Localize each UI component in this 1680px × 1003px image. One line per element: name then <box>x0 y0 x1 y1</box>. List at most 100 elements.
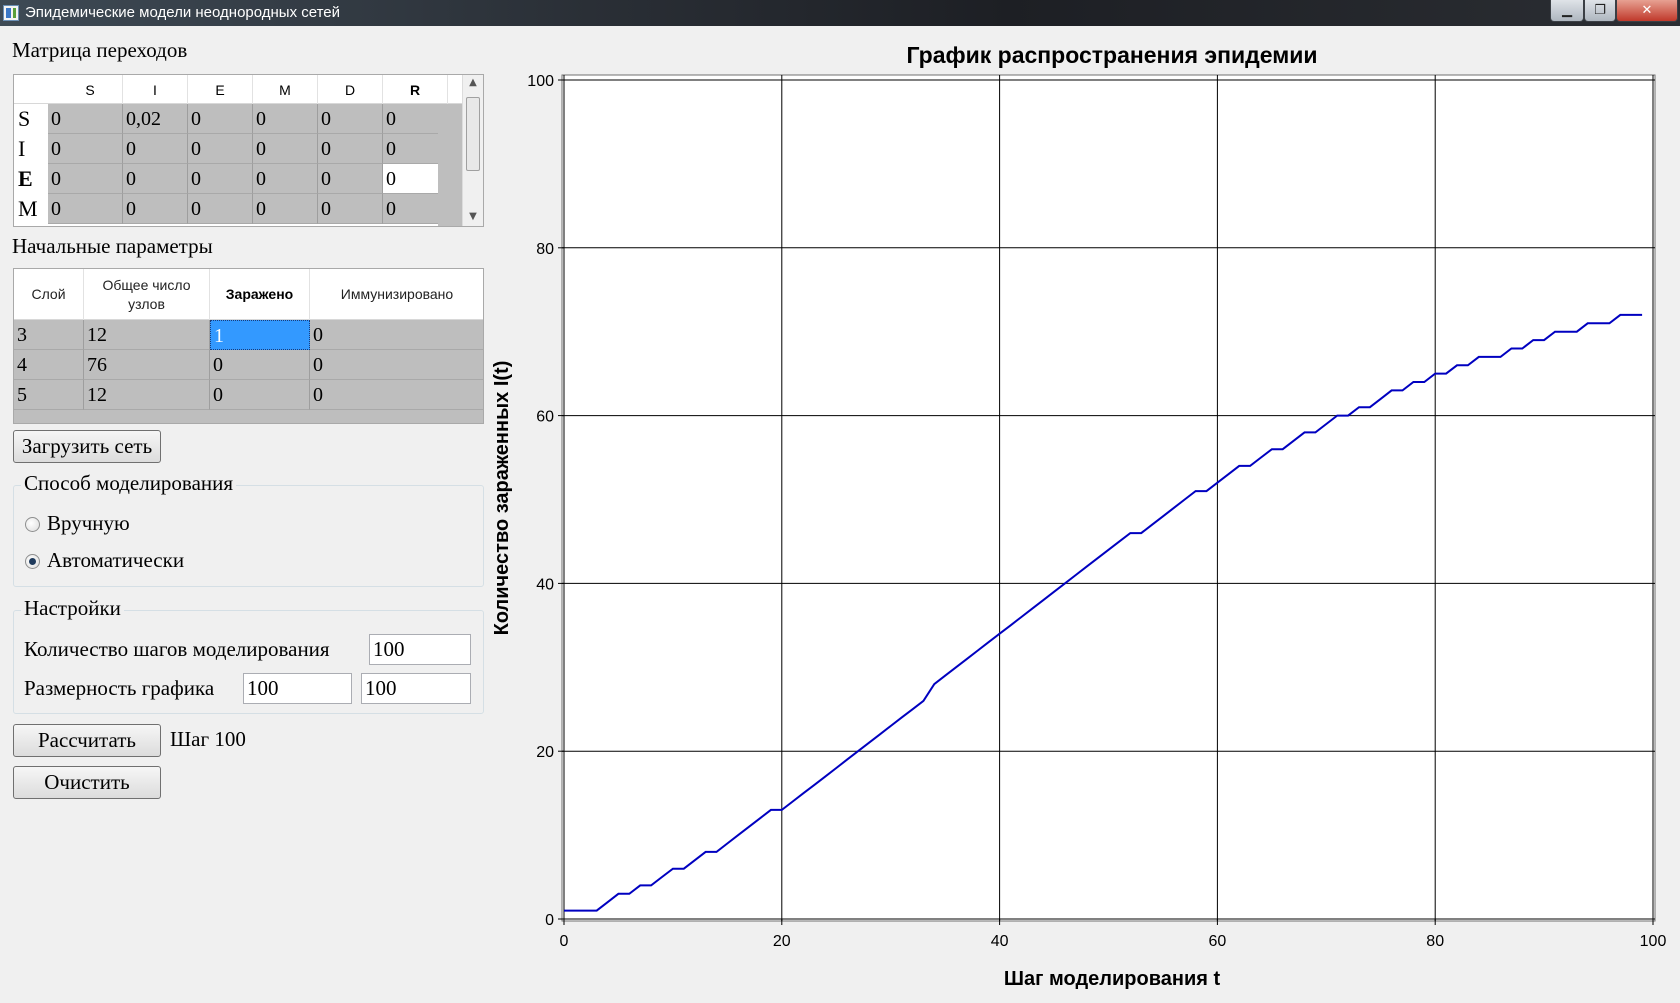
matrix-cell[interactable]: 0 <box>123 134 188 164</box>
params-cell[interactable]: 76 <box>84 350 210 380</box>
chart-title: График распространения эпидемии <box>906 42 1317 68</box>
calculate-button[interactable]: Рассчитать <box>13 724 161 757</box>
matrix-cell[interactable]: 0 <box>253 104 318 134</box>
matrix-scrollbar[interactable]: ▲ ▼ <box>462 75 483 226</box>
params-empty-area <box>14 410 483 423</box>
params-row: 5 12 0 0 <box>14 380 483 410</box>
matrix-row: M 0 0 0 0 0 0 <box>14 194 464 224</box>
manual-radio-label[interactable]: Вручную <box>47 511 130 535</box>
matrix-col-header[interactable]: I <box>123 75 188 104</box>
params-cell[interactable]: 0 <box>310 320 483 350</box>
matrix-col-header[interactable]: S <box>58 75 123 104</box>
minimize-button[interactable]: ▁ <box>1550 0 1584 22</box>
matrix-cell[interactable]: 0 <box>383 194 448 224</box>
matrix-cell[interactable]: 0 <box>318 194 383 224</box>
auto-radio-label[interactable]: Автоматически <box>47 548 185 572</box>
params-cell[interactable]: 0 <box>210 350 310 380</box>
auto-radio[interactable] <box>25 554 40 569</box>
matrix-cell[interactable]: 0 <box>253 164 318 194</box>
matrix-col-header[interactable]: E <box>188 75 253 104</box>
matrix-cell[interactable]: 0 <box>318 104 383 134</box>
params-cell[interactable]: 12 <box>84 320 210 350</box>
load-network-button[interactable]: Загрузить сеть <box>13 430 161 463</box>
initial-params-grid[interactable]: Слой Общее число узлов Заражено Иммунизи… <box>13 268 484 424</box>
x-tick-label: 20 <box>773 933 791 950</box>
close-button[interactable]: ✕ <box>1616 0 1678 22</box>
matrix-row-header[interactable]: M <box>14 194 48 224</box>
y-tick-label: 20 <box>536 744 554 761</box>
mode-groupbox <box>13 485 484 587</box>
window-title: Эпидемические модели неоднородных сетей <box>25 4 341 21</box>
x-tick-label: 80 <box>1426 933 1444 950</box>
chart-size-x-input[interactable]: 100 <box>243 673 352 704</box>
params-cell[interactable]: 3 <box>14 320 84 350</box>
params-col-header[interactable]: Слой <box>14 269 84 320</box>
matrix-col-header[interactable]: R <box>383 75 448 104</box>
matrix-cell[interactable]: 0 <box>318 164 383 194</box>
matrix-header-row: S I E M D R <box>14 75 464 104</box>
y-tick-label: 60 <box>536 409 554 426</box>
x-tick-label: 100 <box>1640 933 1667 950</box>
mode-label: Способ моделирования <box>21 471 237 496</box>
params-header-row: Слой Общее число узлов Заражено Иммунизи… <box>14 269 483 320</box>
matrix-cell[interactable]: 0 <box>253 134 318 164</box>
matrix-cell[interactable]: 0 <box>188 104 253 134</box>
scroll-up-icon[interactable]: ▲ <box>469 77 477 88</box>
y-tick-label: 100 <box>527 73 554 90</box>
matrix-col-header[interactable]: M <box>253 75 318 104</box>
steps-input[interactable]: 100 <box>369 634 471 665</box>
infected-series-line <box>564 313 1643 912</box>
matrix-row: E 0 0 0 0 0 0 <box>14 164 464 194</box>
matrix-row: S 0 0,02 0 0 0 0 <box>14 104 464 134</box>
params-col-header[interactable]: Иммунизировано <box>310 269 483 320</box>
matrix-row-header[interactable]: S <box>14 104 48 134</box>
params-cell[interactable]: 0 <box>310 380 483 410</box>
y-tick-label: 40 <box>536 576 554 593</box>
matrix-row-header[interactable]: E <box>14 164 48 194</box>
matrix-cell[interactable]: 0 <box>48 164 123 194</box>
maximize-button[interactable]: ❐ <box>1584 0 1616 22</box>
params-cell-selected[interactable]: 1 <box>210 320 310 350</box>
matrix-cell[interactable]: 0 <box>123 164 188 194</box>
params-col-header[interactable]: Общее число узлов <box>84 269 210 320</box>
matrix-empty-area <box>438 104 465 226</box>
params-label: Начальные параметры <box>12 234 213 258</box>
matrix-cell[interactable]: 0 <box>318 134 383 164</box>
params-cell[interactable]: 5 <box>14 380 84 410</box>
transition-matrix-grid[interactable]: S I E M D R S 0 0,02 0 0 0 0 I 0 0 0 0 0… <box>13 74 484 227</box>
scrollbar-thumb[interactable] <box>466 97 480 171</box>
params-cell[interactable]: 0 <box>210 380 310 410</box>
y-axis-label: Количество зараженных I(t) <box>491 361 513 636</box>
matrix-label: Матрица переходов <box>12 38 188 62</box>
manual-radio[interactable] <box>25 517 40 532</box>
matrix-cell[interactable]: 0,02 <box>123 104 188 134</box>
matrix-cell[interactable]: 0 <box>123 194 188 224</box>
step-status: Шаг 100 <box>170 727 246 751</box>
params-cell[interactable]: 0 <box>310 350 483 380</box>
chart-size-y-input[interactable]: 100 <box>361 673 471 704</box>
matrix-col-header[interactable]: D <box>318 75 383 104</box>
matrix-cell[interactable]: 0 <box>383 104 448 134</box>
scroll-down-icon[interactable]: ▼ <box>469 211 477 222</box>
matrix-cell[interactable]: 0 <box>48 134 123 164</box>
params-col-header[interactable]: Заражено <box>210 269 310 320</box>
chart-grid <box>562 75 1655 921</box>
matrix-row: I 0 0 0 0 0 0 <box>14 134 464 164</box>
matrix-cell[interactable]: 0 <box>48 104 123 134</box>
matrix-cell[interactable]: 0 <box>48 194 123 224</box>
matrix-row-header[interactable]: I <box>14 134 48 164</box>
matrix-cell[interactable]: 0 <box>188 164 253 194</box>
matrix-cell[interactable]: 0 <box>188 194 253 224</box>
matrix-cell[interactable]: 0 <box>383 134 448 164</box>
x-tick-label: 40 <box>991 933 1009 950</box>
params-row: 4 76 0 0 <box>14 350 483 380</box>
y-tick-label: 0 <box>545 912 554 929</box>
chart-canvas: График распространения эпидемии 0 20 40 60 8… <box>491 42 1667 990</box>
params-cell[interactable]: 4 <box>14 350 84 380</box>
matrix-cell[interactable]: 0 <box>188 134 253 164</box>
matrix-cell[interactable]: 0 <box>253 194 318 224</box>
clear-button[interactable]: Очистить <box>13 766 161 799</box>
settings-label: Настройки <box>21 596 124 621</box>
params-cell[interactable]: 12 <box>84 380 210 410</box>
params-row: 3 12 1 0 <box>14 320 483 350</box>
